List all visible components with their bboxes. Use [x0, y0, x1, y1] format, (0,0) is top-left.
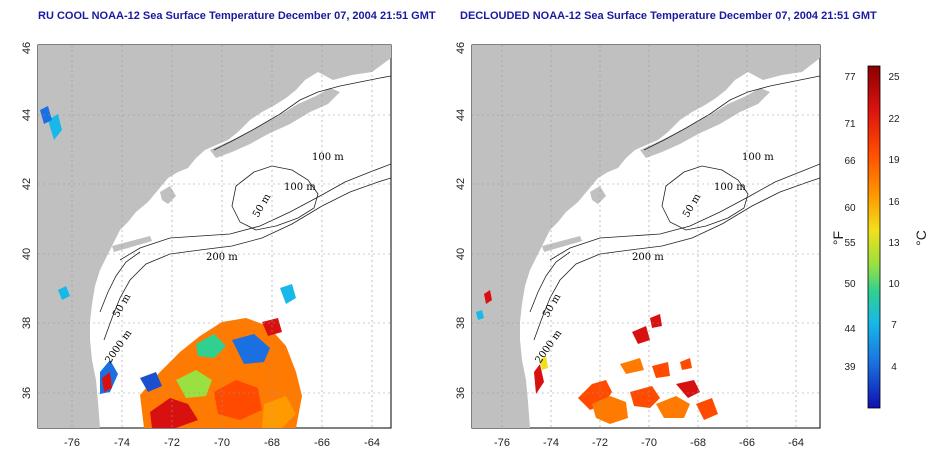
fahrenheit-tick: 66 — [844, 156, 856, 167]
right-isobath-50m — [529, 251, 571, 313]
x-tick-label: -74 — [543, 437, 559, 449]
celsius-tick: 10 — [888, 279, 900, 290]
x-tick-label: -68 — [690, 437, 706, 449]
right-panel-title: DECLOUDED NOAA-12 Sea Surface Temperatur… — [460, 10, 877, 22]
right-isobath-bank — [661, 165, 749, 231]
fahrenheit-tick: 50 — [844, 279, 856, 290]
fahrenheit-unit-label: °F — [830, 231, 846, 245]
colorbar-gradient — [867, 65, 881, 409]
right-x-axis: -76 -74 -72 -70 -68 -66 -64 — [494, 437, 804, 449]
left-contour-label: 100 m — [284, 182, 316, 193]
left-contour-label: 100 m — [312, 152, 344, 163]
celsius-tick: 4 — [891, 362, 897, 373]
x-tick-label: -72 — [164, 437, 180, 449]
right-map-panel: 100 m 100 m 50 m 200 m 50 m 2000 m -76 -… — [455, 42, 821, 449]
right-contour-label: 100 m — [742, 152, 774, 163]
celsius-unit-label: °C — [913, 230, 929, 246]
left-land-mass — [38, 45, 391, 428]
fahrenheit-tick: 71 — [844, 119, 856, 130]
left-isobath-2000m — [103, 177, 391, 341]
x-tick-label: -66 — [314, 437, 330, 449]
left-x-axis: -76 -74 -72 -70 -68 -66 -64 — [64, 437, 380, 449]
fahrenheit-tick: 39 — [844, 362, 856, 373]
left-grid — [38, 45, 391, 428]
celsius-tick: 19 — [888, 155, 900, 166]
right-sst-field — [476, 290, 718, 424]
y-tick-label: 38 — [21, 317, 33, 329]
y-tick-label: 36 — [455, 387, 467, 399]
colorbar: 77 71 66 60 55 50 44 39 25 22 19 16 13 1… — [830, 65, 929, 409]
y-tick-label: 42 — [455, 178, 467, 190]
fahrenheit-tick: 44 — [844, 324, 856, 335]
right-isobath-2000m — [533, 177, 820, 341]
right-contour-label: 100 m — [714, 182, 746, 193]
celsius-tick: 16 — [888, 197, 900, 208]
y-tick-label: 42 — [21, 178, 33, 190]
left-isobath-100m — [213, 75, 391, 151]
colorbar-celsius-ticks: 25 22 19 16 13 10 7 4 — [888, 72, 900, 373]
left-sst-field — [40, 106, 302, 428]
x-tick-label: -66 — [739, 437, 755, 449]
left-isobath-200m — [119, 163, 391, 261]
x-tick-label: -74 — [114, 437, 130, 449]
x-tick-label: -68 — [264, 437, 280, 449]
right-isobath-200m — [549, 163, 820, 261]
y-tick-label: 46 — [455, 42, 467, 54]
celsius-tick: 13 — [888, 238, 900, 249]
x-tick-label: -76 — [64, 437, 80, 449]
left-isobath-50m — [99, 251, 141, 313]
y-tick-label: 44 — [455, 109, 467, 121]
right-land-mass — [472, 45, 820, 428]
fahrenheit-tick: 60 — [844, 203, 856, 214]
right-cape-cod — [590, 186, 606, 204]
right-grid — [472, 45, 820, 428]
celsius-tick: 25 — [888, 72, 900, 83]
celsius-tick: 22 — [888, 114, 900, 125]
y-tick-label: 36 — [21, 387, 33, 399]
x-tick-label: -72 — [592, 437, 608, 449]
right-long-island — [542, 236, 582, 252]
right-isobath-100m — [643, 75, 820, 151]
left-contour-label: 200 m — [206, 252, 238, 263]
x-tick-label: -70 — [214, 437, 230, 449]
x-tick-label: -64 — [364, 437, 380, 449]
right-nova-scotia — [640, 88, 770, 158]
right-contour-label: 200 m — [632, 252, 664, 263]
left-map-panel: 100 m 100 m 50 m 200 m 50 m 2000 m -76 -… — [21, 42, 392, 449]
left-panel-title: RU COOL NOAA-12 Sea Surface Temperature … — [38, 10, 436, 22]
x-tick-label: -76 — [494, 437, 510, 449]
y-tick-label: 40 — [21, 248, 33, 260]
y-tick-label: 44 — [21, 109, 33, 121]
fahrenheit-tick: 77 — [844, 72, 856, 83]
y-tick-label: 40 — [455, 248, 467, 260]
right-y-axis: 36 38 40 42 44 46 — [455, 42, 467, 399]
x-tick-label: -70 — [641, 437, 657, 449]
celsius-tick: 7 — [891, 320, 897, 331]
colorbar-fahrenheit-ticks: 77 71 66 60 55 50 44 39 — [844, 72, 856, 373]
y-tick-label: 38 — [455, 317, 467, 329]
fahrenheit-tick: 55 — [844, 238, 856, 249]
left-long-island — [112, 236, 152, 252]
left-y-axis: 36 38 40 42 44 46 — [21, 42, 33, 399]
y-tick-label: 46 — [21, 42, 33, 54]
x-tick-label: -64 — [788, 437, 804, 449]
left-nova-scotia — [210, 88, 340, 158]
